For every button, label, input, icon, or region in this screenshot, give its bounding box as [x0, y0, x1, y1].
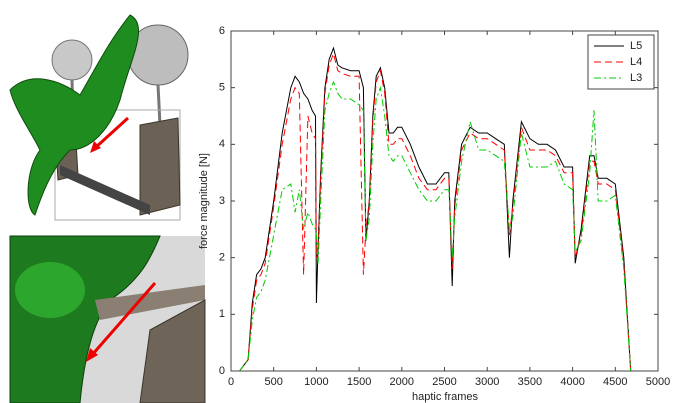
y-tick-label: 2: [219, 252, 225, 264]
x-tick-label: 1500: [347, 376, 371, 388]
y-tick-label: 1: [219, 308, 225, 320]
y-tick-label: 6: [219, 25, 225, 37]
legend-label: L4: [630, 56, 642, 68]
series-line: [239, 80, 632, 372]
x-tick-label: 0: [228, 376, 234, 388]
y-tick-label: 4: [219, 138, 225, 150]
y-axis-label: force magnitude [N]: [198, 153, 210, 249]
x-tick-label: 2000: [390, 376, 414, 388]
x-axis-label: haptic frames: [412, 391, 479, 403]
x-tick-label: 4500: [603, 376, 627, 388]
series-line: [239, 52, 632, 372]
y-tick-label: 5: [219, 82, 225, 94]
scene-bottom: [9, 235, 206, 403]
x-tick-label: 1000: [304, 376, 328, 388]
x-tick-label: 500: [265, 376, 283, 388]
legend-label: L3: [630, 72, 642, 84]
x-tick-label: 2500: [432, 376, 456, 388]
series-line: [239, 46, 632, 372]
legend-label: L5: [630, 40, 642, 52]
x-tick-label: 3000: [475, 376, 499, 388]
scene-top: [0, 0, 205, 228]
y-tick-label: 0: [219, 365, 225, 377]
x-tick-label: 3500: [518, 376, 542, 388]
plot: 0 500 1000 1500 2000 2500 3000 3500 4000 4500 5000…: [219, 25, 670, 388]
x-tick-label: 4000: [560, 376, 584, 388]
x-tick-label: 5000: [646, 376, 670, 388]
y-tick-label: 3: [219, 195, 225, 207]
